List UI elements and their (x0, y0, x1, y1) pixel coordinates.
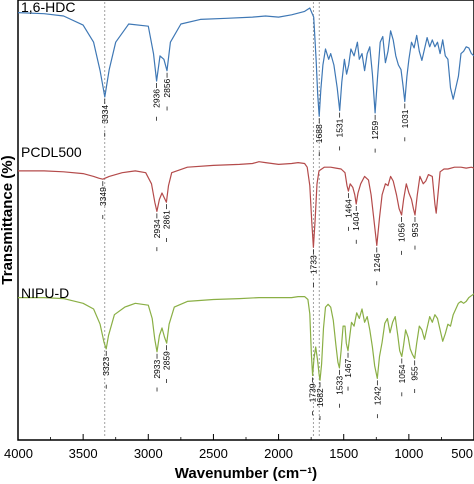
peak-label: 1464 (343, 199, 353, 218)
peak-label: 3323 (101, 357, 111, 376)
peak-label: 1246 (372, 253, 382, 272)
peak-label: 2936 (152, 89, 162, 108)
spectrum-line (18, 161, 474, 248)
peak-label: 2856 (162, 78, 172, 97)
peak-label: 955 (410, 366, 420, 380)
peak-label: 1688 (314, 124, 324, 143)
series-label: PCDL500 (21, 144, 82, 160)
peak-label: 2859 (162, 351, 172, 370)
series-label: NIPU-D (21, 285, 69, 301)
peak-label: 1682 (315, 388, 325, 407)
peak-label: 3334 (100, 105, 110, 124)
peak-label: 1031 (400, 109, 410, 128)
x-tick-label: 4000 (4, 446, 33, 461)
x-tick-label: 2500 (199, 446, 228, 461)
series-label: 1,6-HDC (21, 0, 75, 15)
peak-label: 1404 (351, 212, 361, 231)
peak-label: 2934 (152, 219, 162, 238)
peak-label: 1733 (308, 255, 318, 274)
y-axis-title: Transmittance (%) (0, 155, 16, 284)
x-tick-label: 2000 (264, 446, 293, 461)
peak-label: 1242 (372, 386, 382, 405)
x-tick-label: 3500 (69, 446, 98, 461)
peak-label: 1054 (397, 364, 407, 383)
x-tick-label: 3000 (134, 446, 163, 461)
peak-label: 2933 (152, 359, 162, 378)
peak-label: 953 (410, 223, 420, 237)
x-tick-label: 500 (451, 446, 473, 461)
x-tick-label: 1500 (329, 446, 358, 461)
spectrum-line (17, 7, 474, 117)
reference-lines (104, 2, 320, 438)
peak-label: 1056 (397, 223, 407, 242)
x-axis: 4000 3500 3000 2500 2000 1500 1000 500 (4, 434, 474, 461)
peak-label: 1531 (335, 118, 345, 137)
x-axis-title: Wavenumber (cm⁻¹) (175, 465, 317, 482)
peak-label: 1739 (308, 383, 318, 402)
peak-label: 2861 (161, 210, 171, 229)
peak-label: 1533 (334, 376, 344, 395)
spectrum-line (18, 293, 474, 381)
peak-label: 1259 (370, 121, 380, 140)
peak-label: 1467 (343, 359, 353, 378)
x-tick-label: 1000 (394, 446, 423, 461)
peak-label: 3349 (98, 187, 108, 206)
